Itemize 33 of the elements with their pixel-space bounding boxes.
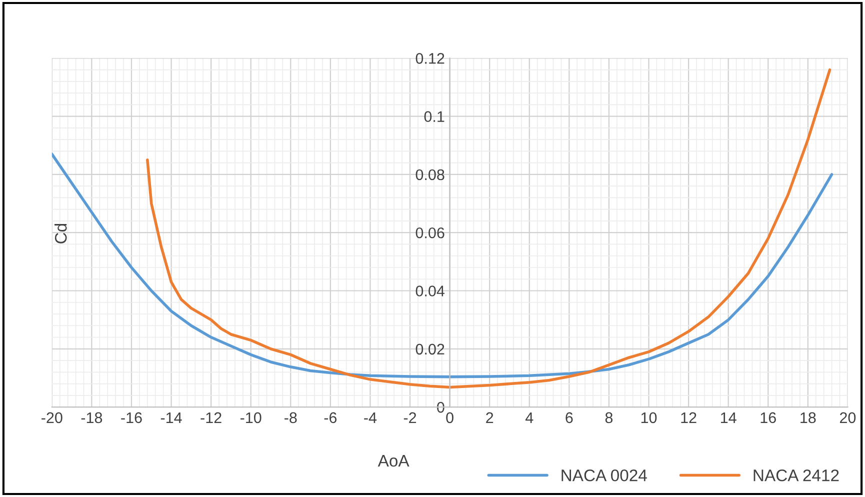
y-tick-label: 0.04 (416, 286, 444, 296)
y-tick-label: 0.06 (416, 227, 444, 238)
x-tick-label: 6 (566, 412, 573, 424)
x-tick-label: 16 (760, 412, 776, 424)
x-tick-label: -2 (404, 412, 416, 423)
legend-label: NACA 0024 (562, 469, 647, 482)
x-tick-label: -6 (324, 412, 337, 424)
x-tick-label: 20 (840, 412, 856, 424)
x-tick-label: 8 (605, 412, 613, 424)
x-tick-label: 2 (486, 412, 494, 423)
x-tick-label: 4 (525, 412, 534, 423)
x-tick-label: 0 (446, 412, 454, 424)
x-tick-label: -16 (121, 412, 142, 424)
legend-label: NACA 2412 (754, 469, 839, 482)
y-tick-label: 0.08 (416, 169, 444, 180)
line-series (146, 68, 832, 389)
x-tick-label: -20 (42, 412, 62, 424)
x-tick-label: 10 (641, 412, 657, 424)
x-axis-title: AoA (378, 455, 410, 467)
y-tick-label: 0.02 (416, 344, 444, 355)
x-tick-label: -8 (284, 412, 297, 424)
y-axis-title: Cd (54, 224, 67, 244)
x-tick-label: 14 (721, 412, 736, 423)
x-tick-label: 12 (681, 412, 696, 423)
y-tick-label: 0.12 (416, 53, 444, 64)
x-tick-label: -10 (240, 412, 262, 424)
line-series (52, 152, 834, 378)
y-tick-label: 0.1 (424, 111, 444, 122)
x-tick-label: -18 (81, 412, 102, 424)
x-tick-label: 18 (800, 412, 816, 424)
x-tick-label: -12 (200, 412, 222, 423)
x-tick-label: -14 (160, 412, 182, 423)
x-tick-label: -4 (364, 412, 377, 423)
